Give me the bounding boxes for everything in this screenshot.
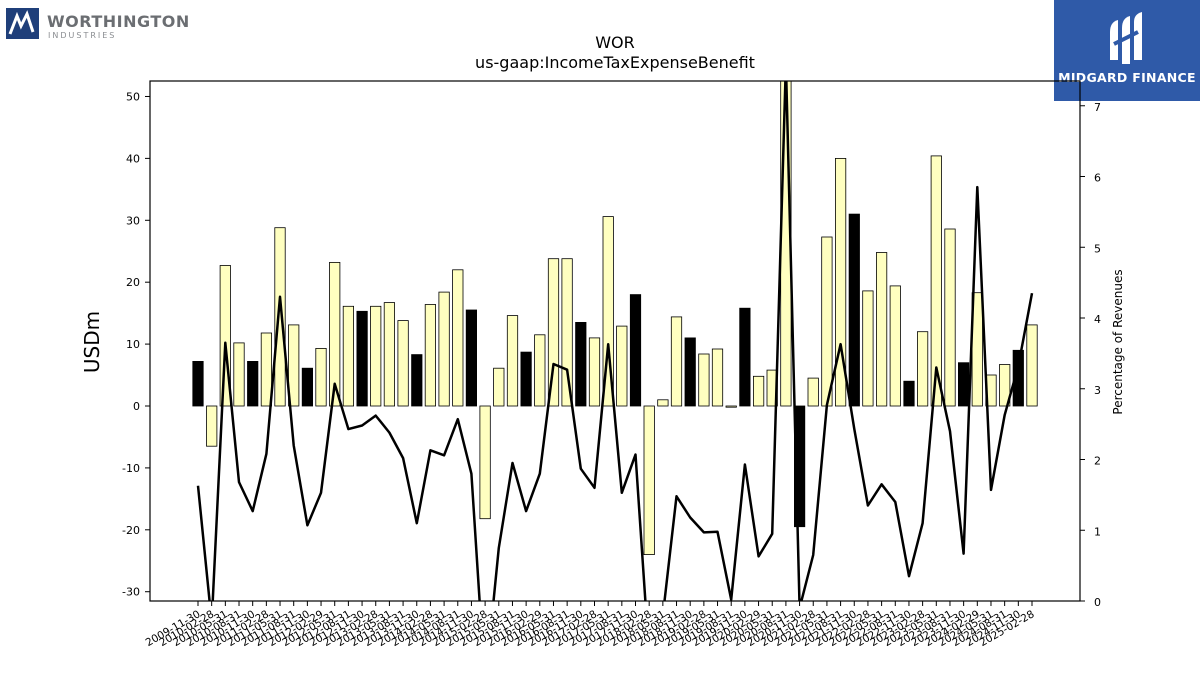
plot-frame xyxy=(149,80,1081,602)
y2-tick-label: 5 xyxy=(1094,242,1101,255)
bar-2009-11-30 xyxy=(192,360,204,407)
bar-2014-02-28 xyxy=(424,304,437,407)
bar-2013-11-30 xyxy=(411,354,423,407)
bar-2012-05-31 xyxy=(329,261,341,407)
bar-2016-02-29 xyxy=(534,334,546,407)
bar-2015-08-31 xyxy=(506,315,519,407)
y-tick-label: 20 xyxy=(126,276,140,289)
bar-2021-11-30 xyxy=(848,213,860,407)
brand-name: WORTHINGTON xyxy=(47,12,190,31)
bar-2010-02-28 xyxy=(206,405,218,447)
bar-2024-11-30 xyxy=(1012,349,1024,407)
badge-name: MIDGARD FINANCE xyxy=(1058,70,1196,85)
bar-2017-08-31 xyxy=(616,325,628,407)
bar-2014-08-31 xyxy=(452,269,464,407)
worthington-logo: WORTHINGTON INDUSTRIES xyxy=(6,8,189,44)
y2-tick-label: 4 xyxy=(1094,313,1101,326)
y-tick-label: -20 xyxy=(122,524,140,537)
bar-2018-08-31 xyxy=(670,316,683,407)
bar-2010-11-30 xyxy=(247,360,259,407)
y2-tick-label: 7 xyxy=(1094,101,1101,114)
bar-2010-05-31 xyxy=(219,265,231,407)
bar-2015-11-30 xyxy=(520,351,532,407)
y-tick-label: -30 xyxy=(122,586,140,599)
bar-2023-02-28 xyxy=(917,331,929,407)
bar-2023-05-31 xyxy=(930,155,942,407)
bar-2018-11-30 xyxy=(684,337,696,407)
bar-2016-11-30 xyxy=(575,321,587,407)
bar-2024-08-31 xyxy=(999,364,1011,407)
y-tick-label: -10 xyxy=(122,462,140,475)
bar-2017-02-28 xyxy=(588,337,601,407)
bar-2011-11-30 xyxy=(301,367,314,407)
bar-2010-08-31 xyxy=(233,342,245,407)
bar-2011-02-28 xyxy=(260,332,273,407)
bar-2022-11-30 xyxy=(903,380,915,407)
bar-2011-05-31 xyxy=(274,227,286,407)
bar-2019-05-31 xyxy=(711,348,724,407)
bar-series xyxy=(192,81,1038,556)
y-tick-label: 30 xyxy=(126,214,140,227)
bar-2021-02-28 xyxy=(807,377,819,407)
plot-area: -30-20-1001020304050012345672009-11-3020… xyxy=(122,80,1101,649)
y-tick-label: 40 xyxy=(126,152,140,165)
bar-2018-05-31 xyxy=(657,399,669,407)
bar-2012-11-30 xyxy=(356,310,368,407)
bar-2018-02-28 xyxy=(643,405,655,556)
bar-2012-08-31 xyxy=(342,305,355,407)
y2-axis-label: Percentage of Revenues xyxy=(1111,269,1125,414)
y2-tick-label: 1 xyxy=(1094,525,1101,538)
bar-2013-08-31 xyxy=(397,320,409,407)
bar-2025-02-28 xyxy=(1026,324,1038,407)
bar-2020-11-30 xyxy=(794,405,806,528)
bar-2013-02-28 xyxy=(370,305,382,407)
midgard-logo-icon xyxy=(1110,12,1142,64)
bar-2020-02-29 xyxy=(753,375,765,407)
y2-tick-label: 3 xyxy=(1094,384,1101,397)
bar-2015-02-28 xyxy=(479,405,491,520)
bar-2014-05-31 xyxy=(438,291,450,407)
y2-tick-label: 6 xyxy=(1094,172,1101,185)
y2-tick-label: 0 xyxy=(1094,596,1101,609)
bar-2013-05-31 xyxy=(383,302,396,407)
pct-revenue-line xyxy=(196,81,1034,601)
bar-2023-08-31 xyxy=(944,228,956,407)
bar-2019-08-31 xyxy=(725,405,737,408)
bar-2022-05-31 xyxy=(876,252,888,407)
bar-2012-02-29 xyxy=(315,347,327,407)
y-axis-label: USDm xyxy=(80,311,104,373)
worthington-logo-icon xyxy=(6,8,39,39)
chart-subtitle: us-gaap:IncomeTaxExpenseBenefit xyxy=(475,53,755,72)
bar-2014-11-30 xyxy=(465,309,478,407)
bar-2016-05-31 xyxy=(547,258,560,407)
bar-2021-08-31 xyxy=(835,157,847,407)
bar-2019-11-30 xyxy=(739,307,751,407)
bar-2021-05-31 xyxy=(821,236,833,407)
y-tick-label: 50 xyxy=(126,90,140,103)
bar-2023-11-30 xyxy=(958,362,970,407)
bar-2011-08-31 xyxy=(288,324,300,407)
bar-2022-08-31 xyxy=(889,285,901,407)
midgard-finance-badge: MIDGARD FINANCE xyxy=(1054,0,1200,101)
y-tick-label: 0 xyxy=(133,400,140,413)
bar-2016-08-31 xyxy=(561,258,573,407)
y-tick-label: 10 xyxy=(126,338,140,351)
chart-title: WOR xyxy=(595,33,635,52)
bar-2017-11-30 xyxy=(629,294,642,407)
bar-2022-02-28 xyxy=(862,290,874,407)
y2-tick-label: 2 xyxy=(1094,455,1101,468)
brand-subtitle: INDUSTRIES xyxy=(48,31,117,40)
bar-2019-02-28 xyxy=(698,353,710,407)
bar-2017-05-31 xyxy=(602,216,614,407)
bar-2015-05-31 xyxy=(493,367,505,407)
